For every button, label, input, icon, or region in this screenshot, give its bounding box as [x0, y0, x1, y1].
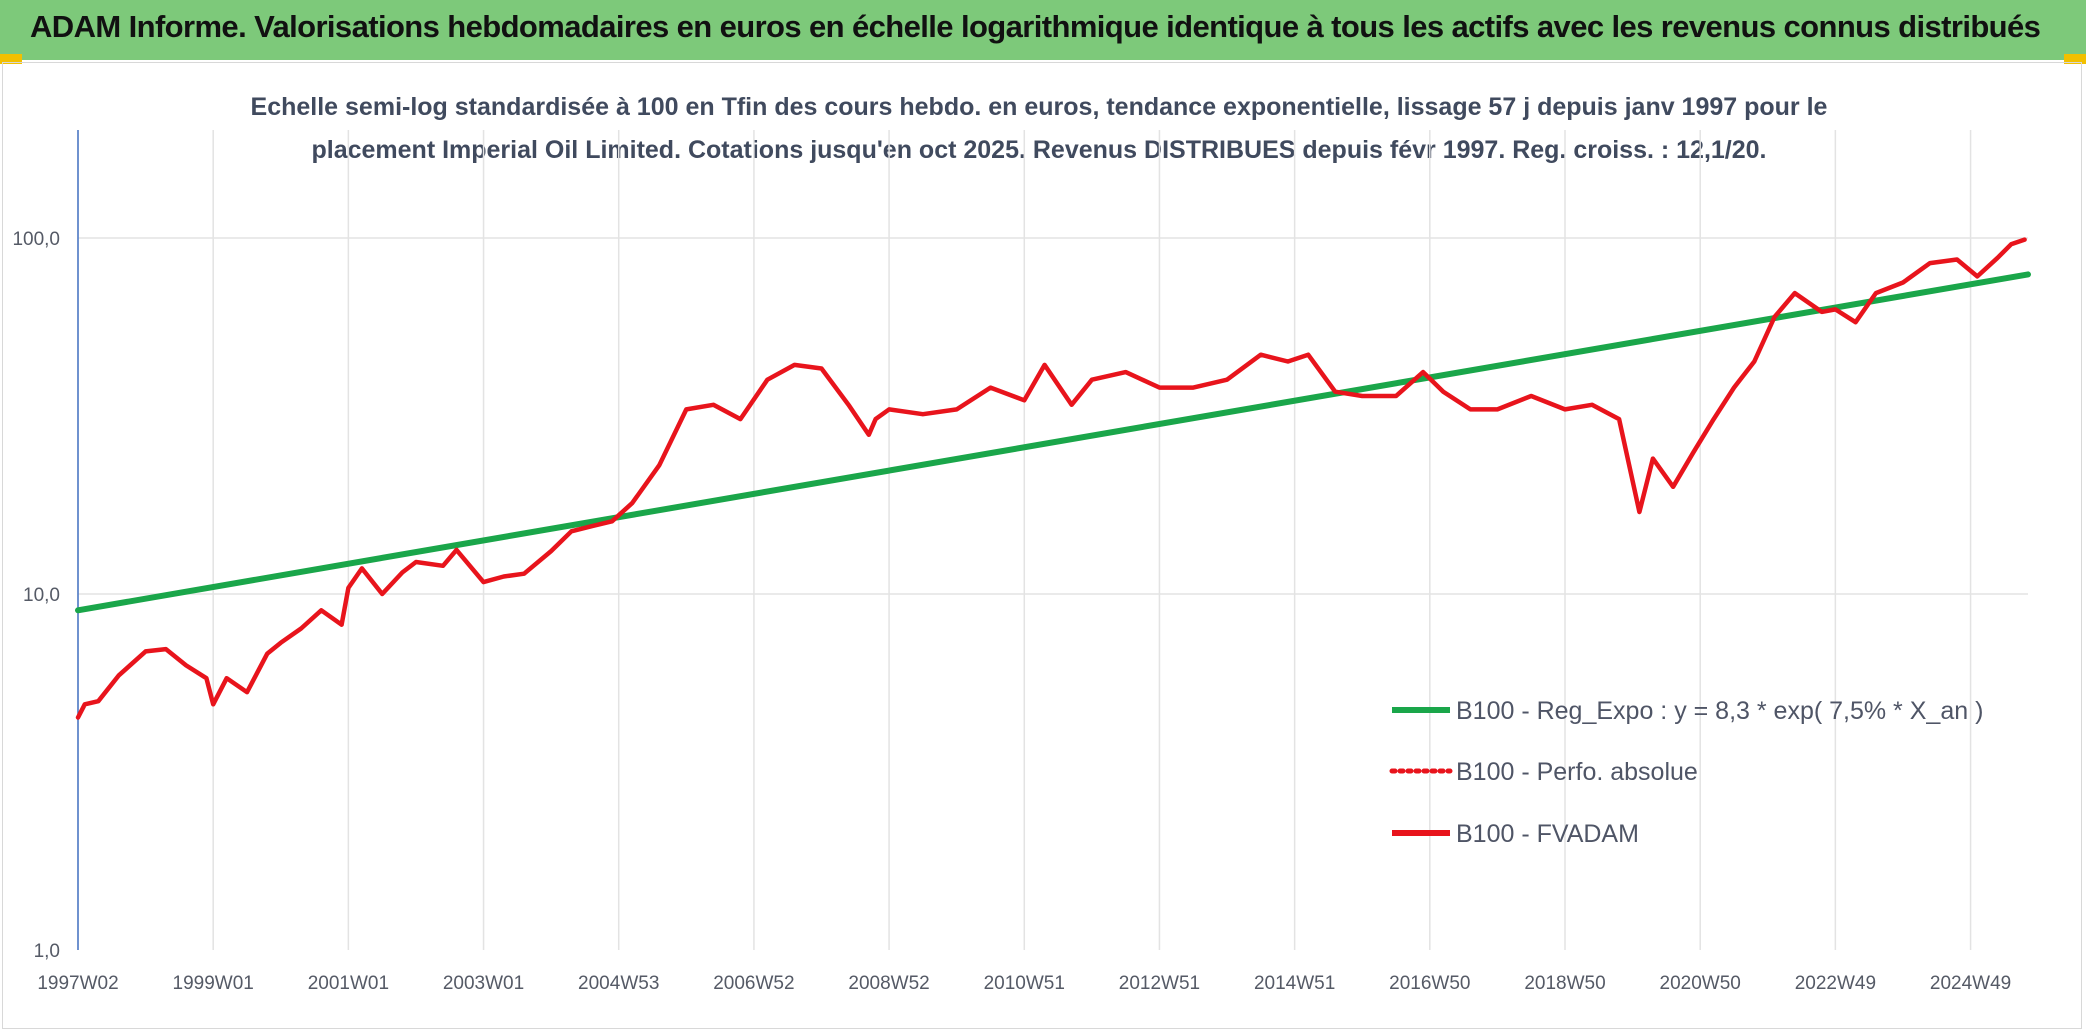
- x-tick-label: 2016W50: [1389, 973, 1470, 994]
- x-tick-label: 2020W50: [1660, 973, 1741, 994]
- x-tick-label: 2018W50: [1524, 973, 1605, 994]
- x-gridlines: [77, 130, 1972, 950]
- legend: B100 - Reg_Expo : y = 8,3 * exp( 7,5% * …: [1389, 697, 1983, 848]
- x-tick-label: 2008W52: [848, 973, 929, 994]
- y-gridlines: [78, 237, 2028, 595]
- x-tick-label: 2024W49: [1930, 973, 2011, 994]
- x-tick-label: 2010W51: [984, 973, 1065, 994]
- legend-item-regression: B100 - Reg_Expo : y = 8,3 * exp( 7,5% * …: [1392, 697, 1983, 725]
- header-banner: ADAM Informe. Valorisations hebdomadaire…: [0, 0, 2086, 60]
- page-title: ADAM Informe. Valorisations hebdomadaire…: [30, 9, 2041, 44]
- chart-subtitle-line-2: placement Imperial Oil Limited. Cotation…: [311, 136, 1766, 164]
- series-line-fvadam: [75, 237, 2027, 720]
- y-tick-label: 1,0: [34, 941, 60, 962]
- x-tick-labels: 1997W02 1999W01 2001W01 2003W01 2004W53 2006W…: [37, 973, 2011, 994]
- legend-item-perfo-absolue: B100 - Perfo. absolue: [1389, 758, 1698, 786]
- y-tick-label: 100,0: [12, 229, 60, 250]
- legend-item-fvadam: B100 - FVADAM: [1392, 820, 1639, 848]
- x-tick-label: 1999W01: [173, 973, 254, 994]
- corner-accent-left: [0, 54, 22, 64]
- plot-series: [75, 237, 2031, 720]
- x-tick-label: 2022W49: [1795, 973, 1876, 994]
- x-tick-label: 2001W01: [308, 973, 389, 994]
- x-tick-label: 2014W51: [1254, 973, 1335, 994]
- x-tick-label: 2006W52: [713, 973, 794, 994]
- y-tick-label: 10,0: [23, 585, 60, 606]
- chart-subtitle-line-1: Echelle semi-log standardisée à 100 en T…: [251, 93, 1828, 121]
- legend-label-fvadam: B100 - FVADAM: [1456, 820, 1639, 848]
- corner-accent-right: [2064, 54, 2086, 64]
- legend-label-regression: B100 - Reg_Expo : y = 8,3 * exp( 7,5% * …: [1456, 697, 1983, 725]
- legend-label-perfo-absolue: B100 - Perfo. absolue: [1456, 758, 1698, 786]
- x-tick-label: 2012W51: [1119, 973, 1200, 994]
- series-line-regression: [75, 271, 2031, 614]
- x-tick-label: 2004W53: [578, 973, 659, 994]
- chart-frame: [2, 62, 2082, 1029]
- x-tick-label: 2003W01: [443, 973, 524, 994]
- y-tick-labels: 1,0 10,0 100,0: [12, 229, 60, 962]
- x-tick-label: 1997W02: [37, 973, 118, 994]
